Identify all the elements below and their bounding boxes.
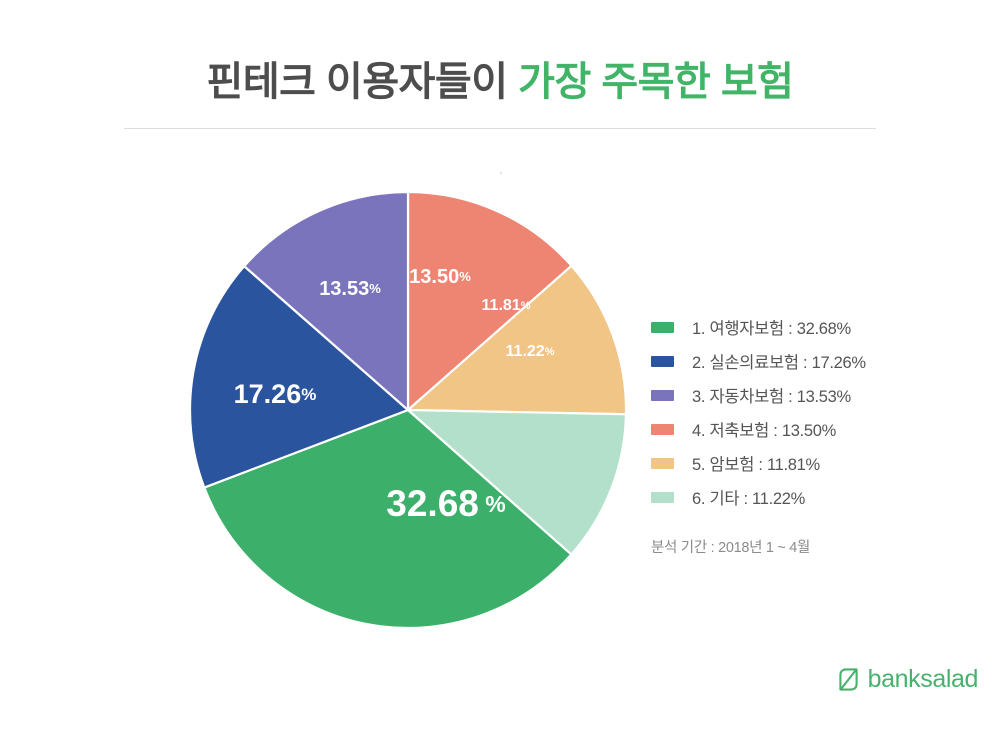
pie-data-label-value: 13.53 <box>319 278 369 300</box>
legend-item-label: 3. 자동차보험 : 13.53% <box>692 388 851 406</box>
title-divider <box>124 128 876 129</box>
page-title-highlight: 가장 주목한 보험 <box>518 60 794 104</box>
pie-data-label-percent-sign: % <box>369 281 381 296</box>
legend-item-label: 2. 실손의료보험 : 17.26% <box>692 354 866 372</box>
pie-chart: 32.68 % 17.26% 13.53% 13.50% 11.81% 11.22% <box>178 188 638 638</box>
pie-data-label-3: 13.53% <box>319 278 381 300</box>
legend-color-swatch <box>651 423 674 435</box>
banksalad-logo: banksalad <box>838 665 979 693</box>
legend-item[interactable]: 5. 암보험 : 11.81% <box>651 446 971 480</box>
pie-data-label-value: 13.50 <box>409 266 459 288</box>
pie-data-label-group: 32.68 %17.26%13.53%13.50%11.81%11.22% <box>234 266 555 524</box>
legend-color-swatch <box>651 457 674 469</box>
banksalad-leaf-icon <box>838 668 858 691</box>
legend-item-label: 1. 여행자보험 : 32.68% <box>692 320 851 338</box>
pie-data-label-value: 11.81 <box>482 297 521 314</box>
pie-slice-3[interactable] <box>242 190 410 413</box>
pie-data-label-1: 32.68 % <box>386 483 505 524</box>
chart-legend: 1. 여행자보험 : 32.68% 2. 실손의료보험 : 17.26% 3. 자동… <box>651 310 971 557</box>
pie-slice-5[interactable] <box>405 264 628 416</box>
pie-data-label-percent-sign: % <box>479 491 506 517</box>
pie-slice-2[interactable] <box>188 264 411 489</box>
legend-color-swatch <box>651 355 674 367</box>
pie-data-label-6: 11.22% <box>506 343 555 360</box>
legend-rows: 1. 여행자보험 : 32.68% 2. 실손의료보험 : 17.26% 3. 자동… <box>651 310 971 514</box>
legend-item[interactable]: 4. 저축보험 : 13.50% <box>651 412 971 446</box>
pie-data-label-4: 13.50% <box>409 266 471 288</box>
legend-item[interactable]: 6. 기타 : 11.22% <box>651 480 971 514</box>
legend-item-label: 4. 저축보험 : 13.50% <box>692 422 836 440</box>
legend-item[interactable]: 3. 자동차보험 : 13.53% <box>651 378 971 412</box>
legend-item[interactable]: 2. 실손의료보험 : 17.26% <box>651 344 971 378</box>
pie-data-label-percent-sign: % <box>459 269 471 284</box>
page-title-prefix: 핀테크 이용자들이 <box>206 60 519 104</box>
pie-slice-6[interactable] <box>405 408 628 557</box>
pie-data-label-value: 17.26 <box>234 379 302 409</box>
legend-color-swatch <box>651 389 674 401</box>
legend-item-label: 6. 기타 : 11.22% <box>692 490 805 508</box>
pie-data-label-percent-sign: % <box>301 385 316 404</box>
pie-chart-svg: 32.68 %17.26%13.53%13.50%11.81%11.22% <box>188 190 628 630</box>
legend-color-swatch <box>651 491 674 503</box>
pie-slice-group <box>188 190 628 630</box>
page-title: 핀테크 이용자들이 가장 주목한 보험 <box>0 58 1000 106</box>
pie-data-label-value: 32.68 <box>386 483 479 524</box>
title-block: 핀테크 이용자들이 가장 주목한 보험 <box>0 58 1000 106</box>
pie-data-label-percent-sign: % <box>545 346 555 358</box>
legend-item[interactable]: 1. 여행자보험 : 32.68% <box>651 310 971 344</box>
legend-color-swatch <box>651 321 674 333</box>
stray-speck <box>500 172 502 174</box>
banksalad-wordmark: banksalad <box>867 665 979 693</box>
pie-data-label-value: 11.22 <box>506 343 545 360</box>
legend-item-label: 5. 암보험 : 11.81% <box>692 456 820 474</box>
pie-data-label-percent-sign: % <box>521 300 531 312</box>
analysis-period-note: 분석 기간 : 2018년 1 ~ 4월 <box>651 540 811 556</box>
pie-data-label-2: 17.26% <box>234 379 317 409</box>
pie-data-label-5: 11.81% <box>482 297 531 314</box>
pie-slice-1[interactable] <box>202 408 573 630</box>
pie-slice-4[interactable] <box>406 190 574 413</box>
